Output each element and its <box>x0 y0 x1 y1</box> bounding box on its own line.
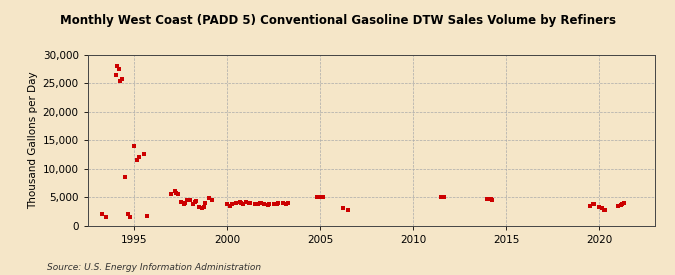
Point <box>123 212 134 216</box>
Point <box>262 203 273 207</box>
Point <box>226 202 237 207</box>
Point <box>172 192 183 196</box>
Point <box>138 152 149 157</box>
Point <box>203 196 214 200</box>
Point <box>184 198 195 202</box>
Point <box>116 77 127 82</box>
Text: Source: U.S. Energy Information Administration: Source: U.S. Energy Information Administ… <box>47 263 261 272</box>
Point <box>234 199 245 204</box>
Point <box>281 202 292 206</box>
Point <box>222 202 233 206</box>
Point <box>315 194 325 199</box>
Point <box>166 192 177 196</box>
Point <box>585 204 595 208</box>
Point <box>240 200 251 204</box>
Point <box>439 194 450 199</box>
Point <box>587 202 598 207</box>
Y-axis label: Thousand Gallons per Day: Thousand Gallons per Day <box>28 72 38 209</box>
Point <box>599 208 610 212</box>
Point <box>616 203 626 207</box>
Point <box>124 215 135 219</box>
Point <box>618 201 629 205</box>
Point <box>207 198 217 202</box>
Point <box>250 202 261 206</box>
Point <box>236 201 246 205</box>
Point <box>256 200 267 205</box>
Point <box>132 158 143 162</box>
Point <box>264 202 275 207</box>
Point <box>338 206 349 211</box>
Point <box>593 205 604 210</box>
Point <box>197 206 208 211</box>
Point <box>612 204 623 208</box>
Point <box>180 200 191 205</box>
Point <box>237 202 248 206</box>
Point <box>277 200 288 205</box>
Point <box>487 198 497 202</box>
Point <box>178 202 189 206</box>
Point <box>485 197 496 202</box>
Point <box>141 214 152 218</box>
Point <box>115 78 126 83</box>
Point <box>245 200 256 205</box>
Point <box>435 195 446 199</box>
Point <box>271 202 282 207</box>
Point <box>343 207 354 212</box>
Point <box>597 206 608 211</box>
Point <box>198 205 209 209</box>
Point <box>176 199 186 204</box>
Point <box>169 189 180 194</box>
Point <box>194 205 205 210</box>
Point <box>617 202 628 207</box>
Point <box>101 215 112 219</box>
Point <box>188 202 198 206</box>
Point <box>312 195 323 199</box>
Point <box>129 144 140 148</box>
Point <box>253 202 264 207</box>
Point <box>225 204 236 208</box>
Point <box>318 195 329 199</box>
Point <box>200 200 211 205</box>
Point <box>97 212 107 216</box>
Point <box>589 202 599 206</box>
Point <box>259 202 270 206</box>
Point <box>191 199 202 203</box>
Point <box>231 200 242 205</box>
Point <box>113 67 124 72</box>
Point <box>110 73 121 77</box>
Point <box>482 197 493 201</box>
Point <box>268 202 279 206</box>
Point <box>189 199 200 204</box>
Point <box>171 190 182 195</box>
Point <box>182 198 192 202</box>
Point <box>273 201 284 205</box>
Point <box>254 201 265 205</box>
Point <box>134 155 144 160</box>
Point <box>282 201 293 205</box>
Point <box>598 207 609 212</box>
Point <box>112 64 123 68</box>
Point <box>119 175 130 179</box>
Point <box>244 201 254 205</box>
Text: Monthly West Coast (PADD 5) Conventional Gasoline DTW Sales Volume by Refiners: Monthly West Coast (PADD 5) Conventional… <box>59 14 616 27</box>
